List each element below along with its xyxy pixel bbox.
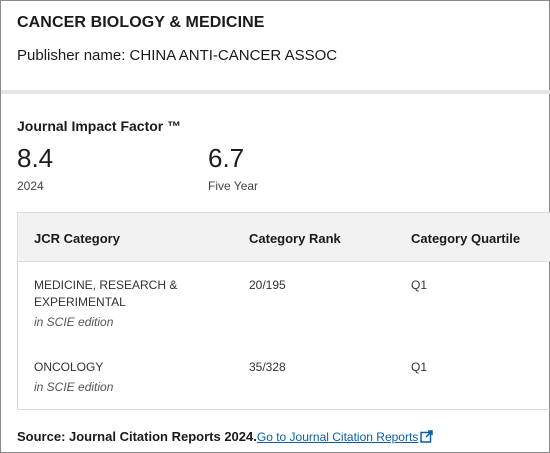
category-edition: in SCIE edition bbox=[34, 380, 114, 394]
section-divider bbox=[1, 90, 550, 94]
category-name: MEDICINE, RESEARCH & EXPERIMENTAL bbox=[34, 278, 178, 309]
category-rank: 20/195 bbox=[249, 278, 286, 292]
source-line: Source: Journal Citation Reports 2024.Go… bbox=[17, 429, 434, 446]
column-header-category: JCR Category bbox=[34, 231, 120, 246]
publisher-name: Publisher name: CHINA ANTI-CANCER ASSOC bbox=[17, 47, 338, 64]
jcr-category-table: JCR Category Category Rank Category Quar… bbox=[17, 212, 550, 410]
category-edition: in SCIE edition bbox=[34, 315, 114, 329]
table-row-category: MEDICINE, RESEARCH & EXPERIMENTAL in SCI… bbox=[34, 277, 214, 331]
category-quartile: Q1 bbox=[411, 278, 428, 292]
impact-factor-value: 8.4 bbox=[17, 143, 54, 173]
impact-factor-year: 2024 bbox=[17, 179, 44, 193]
table-row-category: ONCOLOGY in SCIE edition bbox=[34, 359, 214, 396]
jcr-link[interactable]: Go to Journal Citation Reports bbox=[257, 430, 418, 444]
category-rank: 35/328 bbox=[249, 360, 286, 374]
five-year-impact-factor-value: 6.7 bbox=[208, 143, 245, 173]
source-year: 2024. bbox=[224, 429, 257, 444]
column-header-quartile: Category Quartile bbox=[411, 231, 521, 246]
journal-title: CANCER BIOLOGY & MEDICINE bbox=[17, 14, 265, 31]
external-link-icon[interactable] bbox=[420, 430, 434, 446]
five-year-label: Five Year bbox=[208, 179, 259, 193]
category-quartile: Q1 bbox=[411, 360, 428, 374]
category-name: ONCOLOGY bbox=[34, 360, 104, 374]
impact-factor-heading: Journal Impact Factor ™ bbox=[17, 118, 182, 134]
table-header-row: JCR Category Category Rank Category Quar… bbox=[18, 213, 550, 262]
column-header-rank: Category Rank bbox=[249, 231, 341, 246]
jcr-link-text[interactable]: Go to Journal Citation Reports bbox=[256, 430, 419, 444]
source-label: Source: Journal Citation Reports bbox=[17, 429, 221, 444]
